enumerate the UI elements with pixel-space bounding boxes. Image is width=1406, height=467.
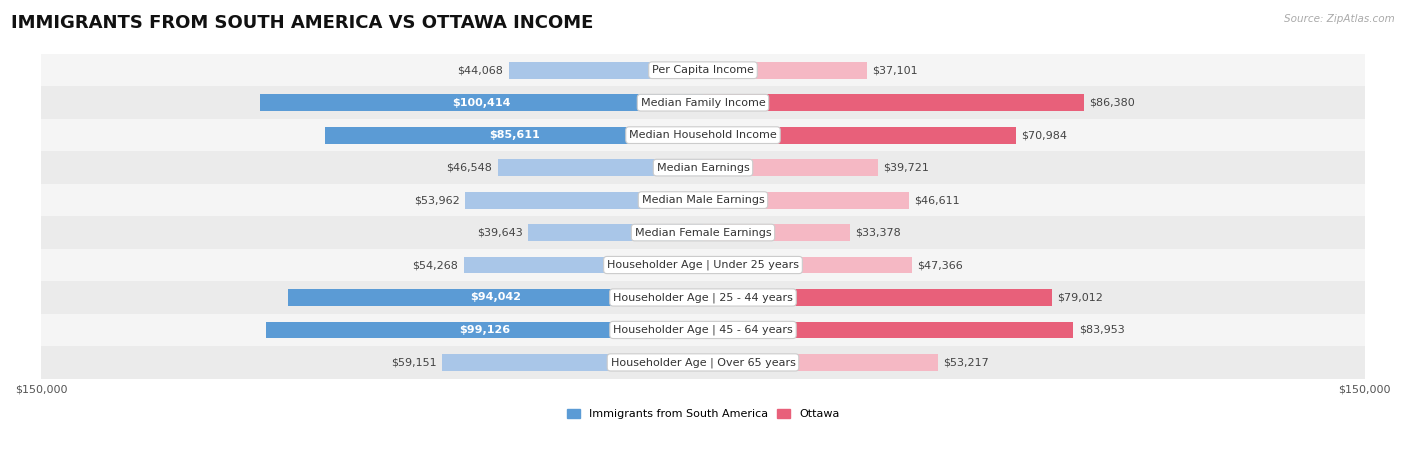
Text: $94,042: $94,042: [470, 292, 522, 303]
Text: $39,643: $39,643: [477, 227, 523, 238]
Bar: [498, 159, 703, 176]
Bar: [703, 289, 1052, 306]
Text: $37,101: $37,101: [872, 65, 918, 75]
Text: $39,721: $39,721: [883, 163, 929, 173]
Bar: [703, 256, 912, 274]
Text: $44,068: $44,068: [457, 65, 503, 75]
Legend: Immigrants from South America, Ottawa: Immigrants from South America, Ottawa: [562, 404, 844, 424]
Bar: [465, 191, 703, 209]
Bar: [703, 224, 851, 241]
Bar: [41, 184, 1365, 216]
Bar: [703, 62, 866, 78]
Bar: [260, 94, 703, 111]
Bar: [41, 86, 1365, 119]
Text: $70,984: $70,984: [1021, 130, 1067, 140]
Text: $99,126: $99,126: [458, 325, 510, 335]
Bar: [41, 216, 1365, 249]
Text: $85,611: $85,611: [489, 130, 540, 140]
Bar: [41, 281, 1365, 314]
Bar: [441, 354, 703, 371]
Text: IMMIGRANTS FROM SOUTH AMERICA VS OTTAWA INCOME: IMMIGRANTS FROM SOUTH AMERICA VS OTTAWA …: [11, 14, 593, 32]
Bar: [41, 314, 1365, 346]
Text: $46,611: $46,611: [914, 195, 959, 205]
Bar: [288, 289, 703, 306]
Text: Householder Age | 45 - 64 years: Householder Age | 45 - 64 years: [613, 325, 793, 335]
Text: Median Female Earnings: Median Female Earnings: [634, 227, 772, 238]
Text: Householder Age | Under 25 years: Householder Age | Under 25 years: [607, 260, 799, 270]
Bar: [41, 346, 1365, 379]
Bar: [41, 54, 1365, 86]
Bar: [325, 127, 703, 143]
Bar: [464, 256, 703, 274]
Bar: [41, 249, 1365, 281]
Text: Source: ZipAtlas.com: Source: ZipAtlas.com: [1284, 14, 1395, 24]
Text: Median Household Income: Median Household Income: [628, 130, 778, 140]
Bar: [509, 62, 703, 78]
Bar: [703, 127, 1017, 143]
Bar: [703, 94, 1084, 111]
Text: $53,962: $53,962: [413, 195, 460, 205]
Text: $53,217: $53,217: [943, 357, 988, 368]
Text: $47,366: $47,366: [917, 260, 963, 270]
Text: Per Capita Income: Per Capita Income: [652, 65, 754, 75]
Text: Median Family Income: Median Family Income: [641, 98, 765, 108]
Text: $100,414: $100,414: [453, 98, 510, 108]
Bar: [41, 151, 1365, 184]
Text: $33,378: $33,378: [855, 227, 901, 238]
Text: Median Male Earnings: Median Male Earnings: [641, 195, 765, 205]
Text: $46,548: $46,548: [447, 163, 492, 173]
Bar: [529, 224, 703, 241]
Bar: [41, 119, 1365, 151]
Text: Median Earnings: Median Earnings: [657, 163, 749, 173]
Text: $79,012: $79,012: [1057, 292, 1102, 303]
Bar: [266, 321, 703, 339]
Bar: [703, 321, 1073, 339]
Bar: [703, 191, 908, 209]
Text: $59,151: $59,151: [391, 357, 437, 368]
Text: $54,268: $54,268: [412, 260, 458, 270]
Bar: [703, 354, 938, 371]
Text: $83,953: $83,953: [1078, 325, 1125, 335]
Text: Householder Age | Over 65 years: Householder Age | Over 65 years: [610, 357, 796, 368]
Text: $86,380: $86,380: [1090, 98, 1135, 108]
Text: Householder Age | 25 - 44 years: Householder Age | 25 - 44 years: [613, 292, 793, 303]
Bar: [703, 159, 879, 176]
